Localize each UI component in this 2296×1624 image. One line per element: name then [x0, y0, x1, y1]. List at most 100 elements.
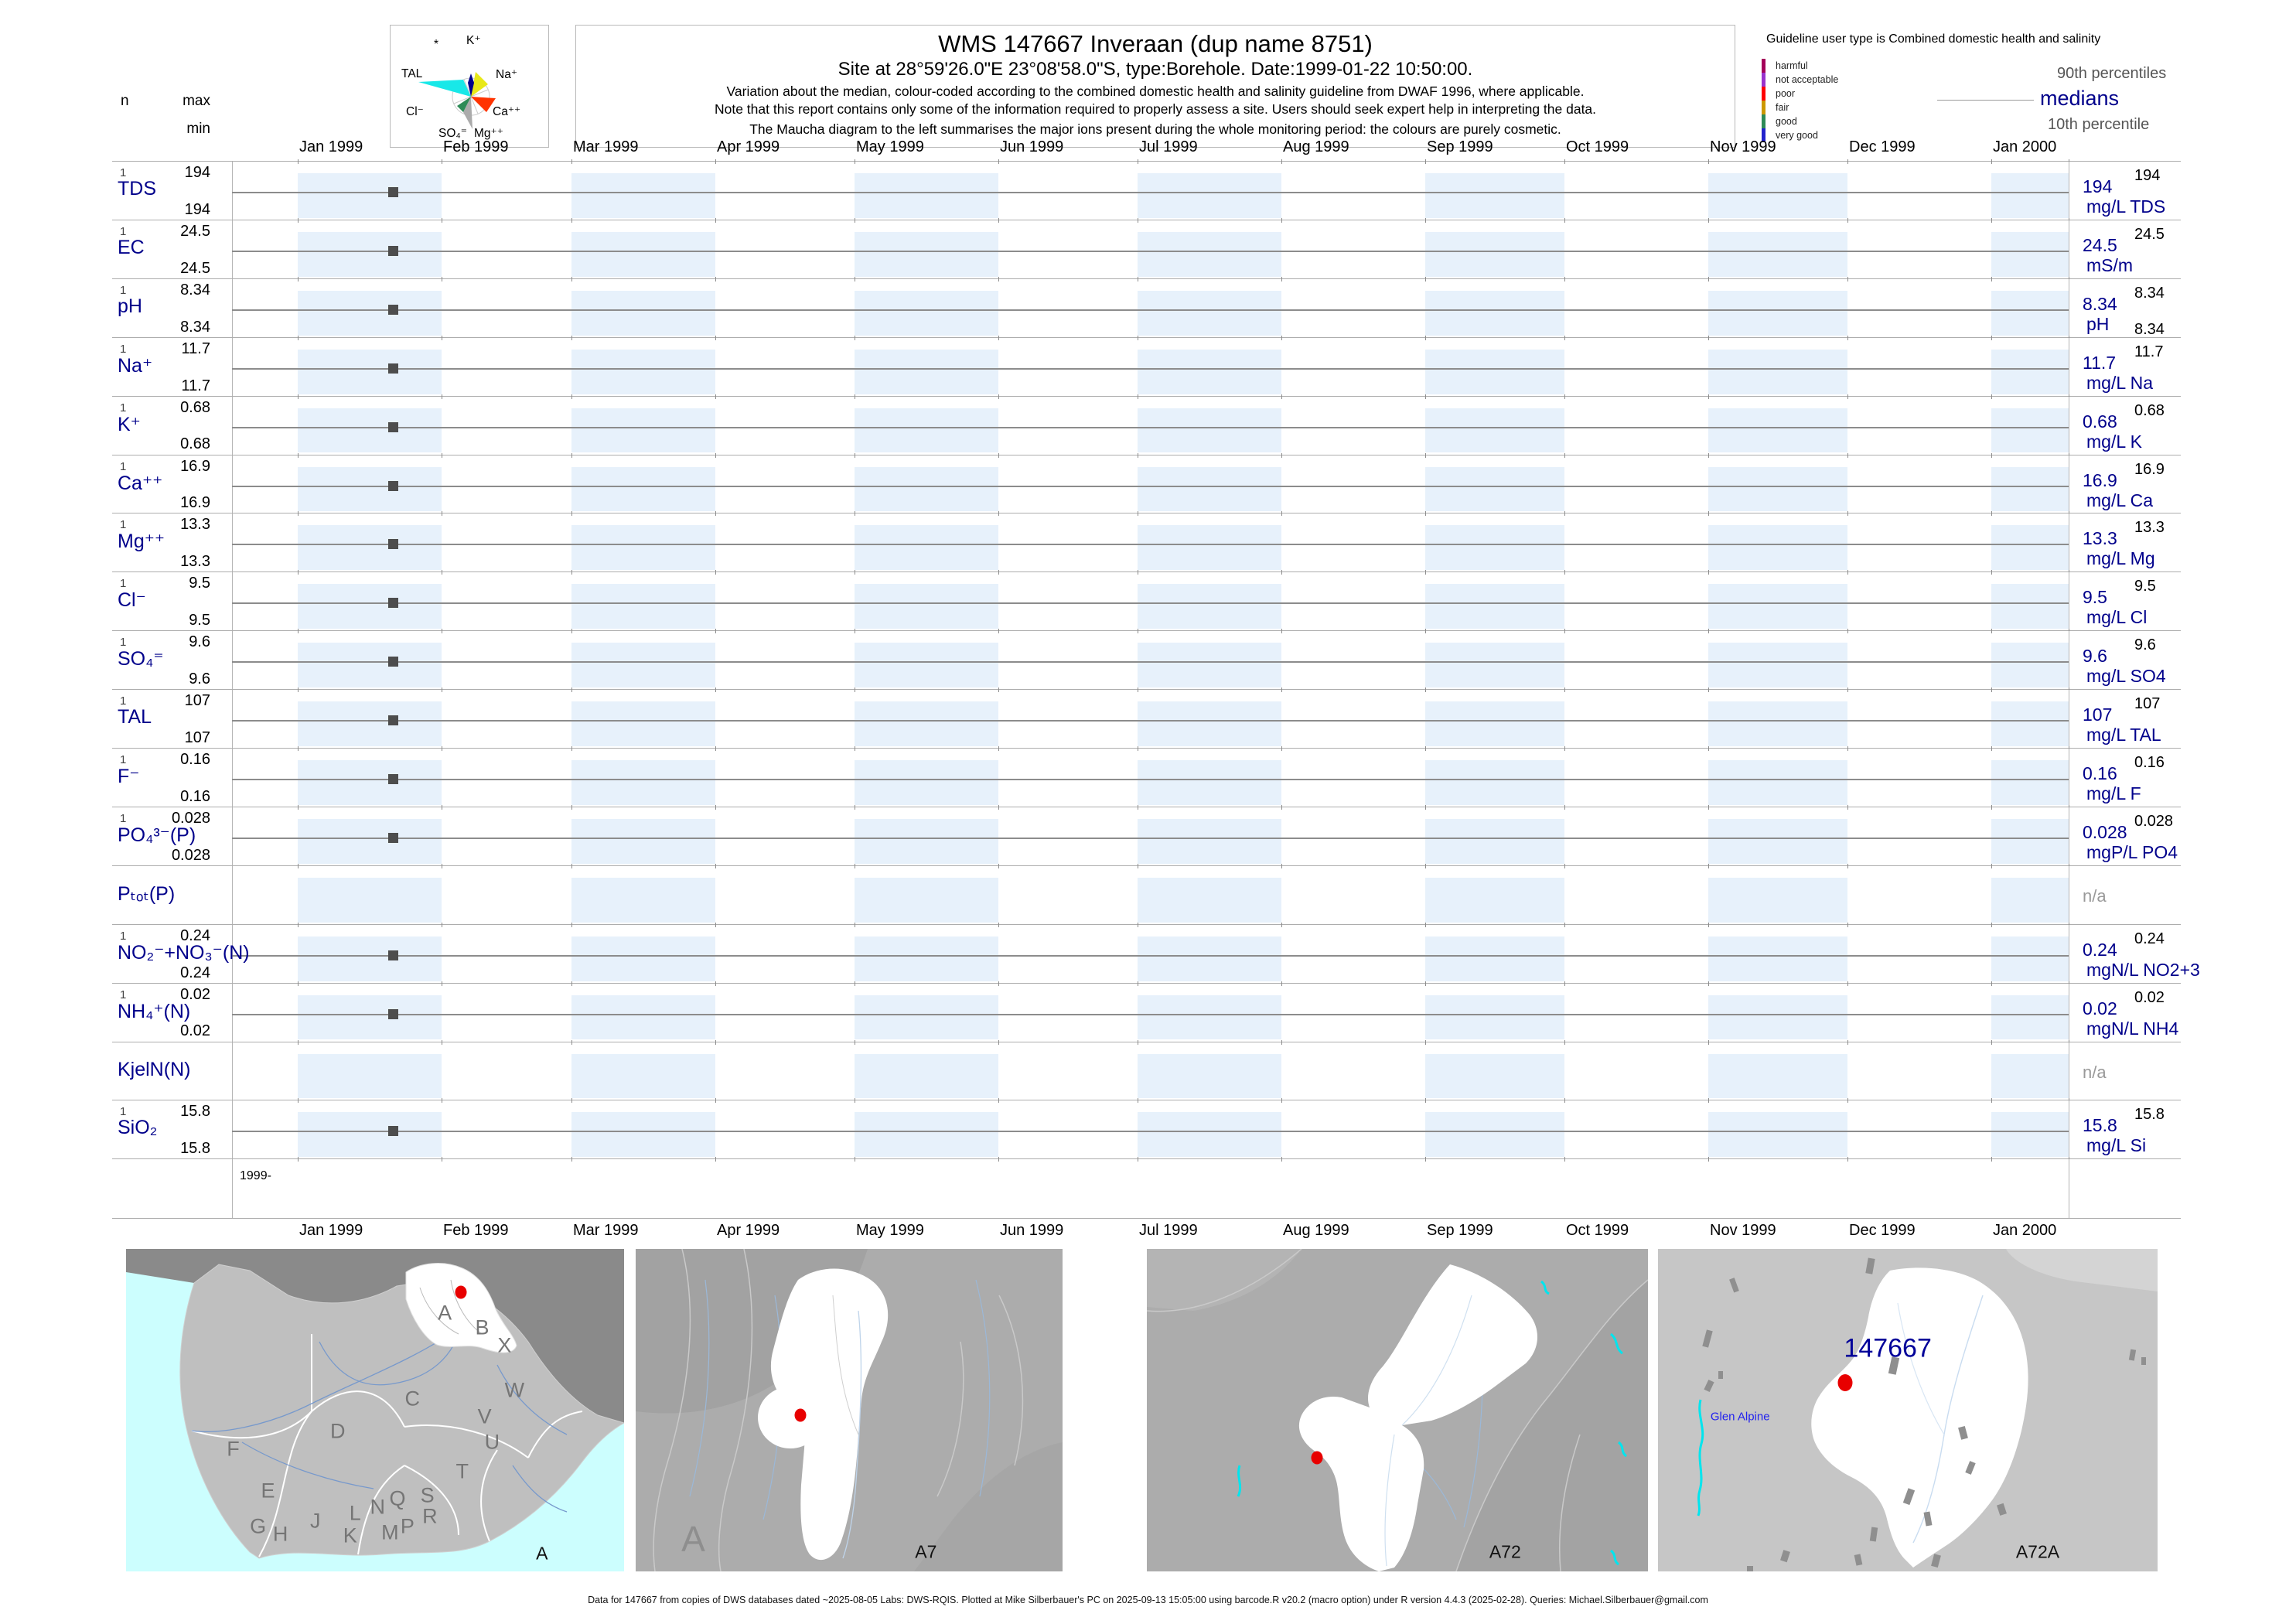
tertiary-map [1147, 1249, 1648, 1571]
month-tick [1564, 335, 1565, 340]
month-shading-band [1708, 877, 1847, 923]
month-tick [715, 159, 716, 164]
month-tick [998, 629, 999, 634]
month-tick [1281, 804, 1282, 810]
month-tick [1425, 511, 1426, 517]
note-disclaimer: Note that this report contains only some… [714, 101, 1597, 117]
month-shading-band [1425, 877, 1564, 923]
month-shading-band [1708, 1053, 1847, 1099]
month-shading-band [298, 936, 442, 981]
month-shading-band [1425, 643, 1564, 688]
median-value: 9.6 [2083, 646, 2107, 667]
month-shading-band [298, 877, 442, 923]
month-shading-band [1708, 701, 1847, 746]
sample-point [388, 715, 398, 726]
maucha-ca-wedge [471, 97, 496, 112]
month-shading-band [571, 1053, 715, 1099]
sample-point [388, 657, 398, 667]
plot-edge-line [232, 865, 233, 925]
month-tick [1281, 1157, 1282, 1162]
month-tick [1847, 276, 1848, 281]
plot-edge-line [232, 162, 233, 220]
month-tick [1281, 570, 1282, 575]
maucha-ion-label: Cl⁻ [406, 105, 424, 118]
month-label: Jan 1999 [299, 138, 363, 155]
drainage-region-letter: A [438, 1301, 452, 1325]
month-shading-band [571, 525, 715, 571]
panel-id-label: A72 [1489, 1541, 1521, 1562]
parameter-row: 1 194 194 194 194 mg/L TDS TDS [112, 159, 2181, 220]
month-shading-band [1138, 525, 1281, 571]
place-name-label: Glen Alpine [1710, 1410, 1770, 1424]
month-tick [1991, 217, 1992, 223]
month-tick [998, 159, 999, 164]
drainage-region-letter: J [309, 1509, 321, 1533]
month-shading-band [571, 231, 715, 277]
station-number-label: 147667 [1844, 1333, 1932, 1363]
month-shading-band [1425, 525, 1564, 571]
p10-legend-label: 10th percentile [2048, 116, 2150, 133]
month-tick [1281, 276, 1282, 281]
maucha-k-wedge [468, 73, 474, 97]
month-tick [1847, 394, 1848, 399]
p90-value: 15.8 [2134, 1106, 2165, 1124]
month-shading-band [1708, 643, 1847, 688]
p90-value: 0.16 [2134, 754, 2165, 771]
month-tick [1991, 687, 1992, 693]
max-value: 8.34 [180, 281, 210, 299]
month-shading-band [298, 1112, 442, 1158]
n-count: 1 [120, 459, 127, 473]
month-label: May 1999 [856, 138, 924, 155]
month-tick [571, 863, 572, 868]
month-label: Oct 1999 [1566, 138, 1629, 155]
median-legend-line [1937, 100, 2034, 101]
month-shading-band [1425, 995, 1564, 1040]
drainage-region-letter: B [475, 1315, 490, 1339]
month-label: Jan 2000 [1993, 1222, 2057, 1240]
maucha-diagram [418, 72, 496, 129]
month-shading-band [1138, 1053, 1281, 1099]
month-shading-band [298, 231, 442, 277]
min-value: 8.34 [180, 318, 210, 336]
drainage-region-letter: H [272, 1522, 288, 1546]
panel-id-label: A7 [915, 1541, 937, 1562]
median-value: 24.5 [2083, 234, 2117, 255]
p90-value: 11.7 [2134, 343, 2164, 360]
month-shading-band [571, 173, 715, 218]
p90-value: 16.9 [2134, 460, 2165, 478]
month-tick [998, 1157, 999, 1162]
drainage-region-letter: M [381, 1520, 399, 1544]
month-tick [1991, 863, 1992, 868]
month-shading-band [1708, 290, 1847, 336]
median-line [232, 954, 2069, 957]
month-shading-band [1708, 936, 1847, 981]
month-tick [998, 1039, 999, 1045]
month-tick [1708, 804, 1709, 810]
quality-swatch [1762, 87, 1765, 101]
month-shading-band [1708, 349, 1847, 394]
month-tick [1281, 511, 1282, 517]
month-tick [1425, 863, 1426, 868]
panel-id-label: A [536, 1543, 548, 1564]
month-shading-band [1991, 408, 2069, 453]
maucha-ion-label: * [434, 38, 439, 51]
min-value: 9.6 [189, 670, 210, 688]
unit-label: mg/L SO4 [2086, 666, 2166, 687]
month-tick [298, 804, 299, 810]
month-shading-band [571, 995, 715, 1040]
parameter-name: F⁻ [118, 766, 140, 787]
month-tick [1847, 159, 1848, 164]
n-column-header: n [121, 93, 129, 109]
unit-label: mg/L Na [2086, 372, 2154, 393]
month-label: Mar 1999 [573, 138, 639, 155]
catchment-a7 [770, 1268, 889, 1561]
sample-point [388, 774, 398, 784]
month-tick [298, 746, 299, 751]
median-value: 8.34 [2083, 293, 2117, 314]
max-value: 24.5 [180, 222, 210, 240]
min-value: 0.16 [180, 787, 210, 805]
max-value: 11.7 [181, 339, 210, 357]
month-tick [1564, 746, 1565, 751]
month-shading-band [855, 701, 998, 746]
month-tick [571, 335, 572, 340]
